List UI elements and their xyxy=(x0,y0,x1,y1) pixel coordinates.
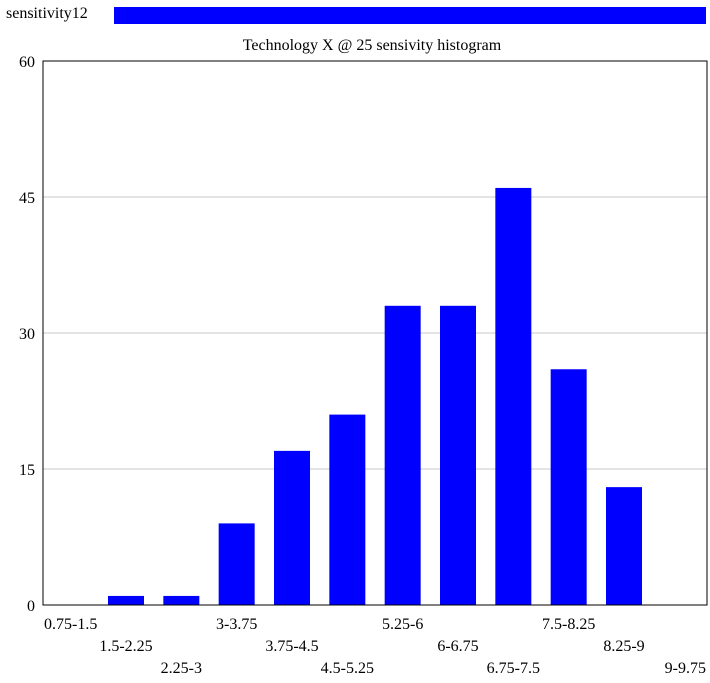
x-tick-label: 3-3.75 xyxy=(216,616,257,633)
x-tick-label: 6.75-7.5 xyxy=(487,660,540,677)
plot-frame xyxy=(42,60,708,606)
x-tick-label: 4.5-5.25 xyxy=(321,660,374,677)
x-tick-label: 1.5-2.25 xyxy=(99,638,152,655)
y-tick-label: 15 xyxy=(19,462,35,479)
legend-swatch xyxy=(114,7,706,24)
bar xyxy=(495,187,532,605)
bar xyxy=(329,414,366,605)
y-tick-label: 45 xyxy=(19,190,35,207)
bar xyxy=(218,523,255,605)
x-tick-label: 8.25-9 xyxy=(603,638,644,655)
y-tick-label: 0 xyxy=(27,598,35,615)
x-tick-label: 5.25-6 xyxy=(382,616,423,633)
legend-label: sensitivity12 xyxy=(6,5,88,22)
y-tick-label: 60 xyxy=(19,54,35,71)
bar xyxy=(163,595,200,605)
bar xyxy=(440,305,476,605)
legend: sensitivity12 xyxy=(0,0,710,30)
x-tick-label: 6-6.75 xyxy=(437,638,478,655)
x-tick-label: 0.75-1.5 xyxy=(44,616,97,633)
y-tick-label: 30 xyxy=(19,326,35,343)
x-tick-label: 3.75-4.5 xyxy=(265,638,318,655)
bar xyxy=(108,595,144,605)
bar xyxy=(384,305,421,605)
grid xyxy=(43,196,707,470)
chart-title: Technology X @ 25 sensivity histogram xyxy=(243,37,502,54)
x-axis-ticks: 0.75-1.51.5-2.25 2.25-3 3-3.75 3.75-4.54.5-… xyxy=(44,616,706,677)
x-tick-label: 7.5-8.25 xyxy=(542,616,595,633)
x-tick-label: 9-9.75 xyxy=(665,660,706,677)
bar xyxy=(606,487,642,605)
bar xyxy=(550,369,587,605)
bar xyxy=(274,450,310,605)
x-tick-label: 2.25-3 xyxy=(161,660,202,677)
bars xyxy=(108,187,642,605)
y-axis-ticks: 0 15 30 45 60 xyxy=(19,54,35,615)
